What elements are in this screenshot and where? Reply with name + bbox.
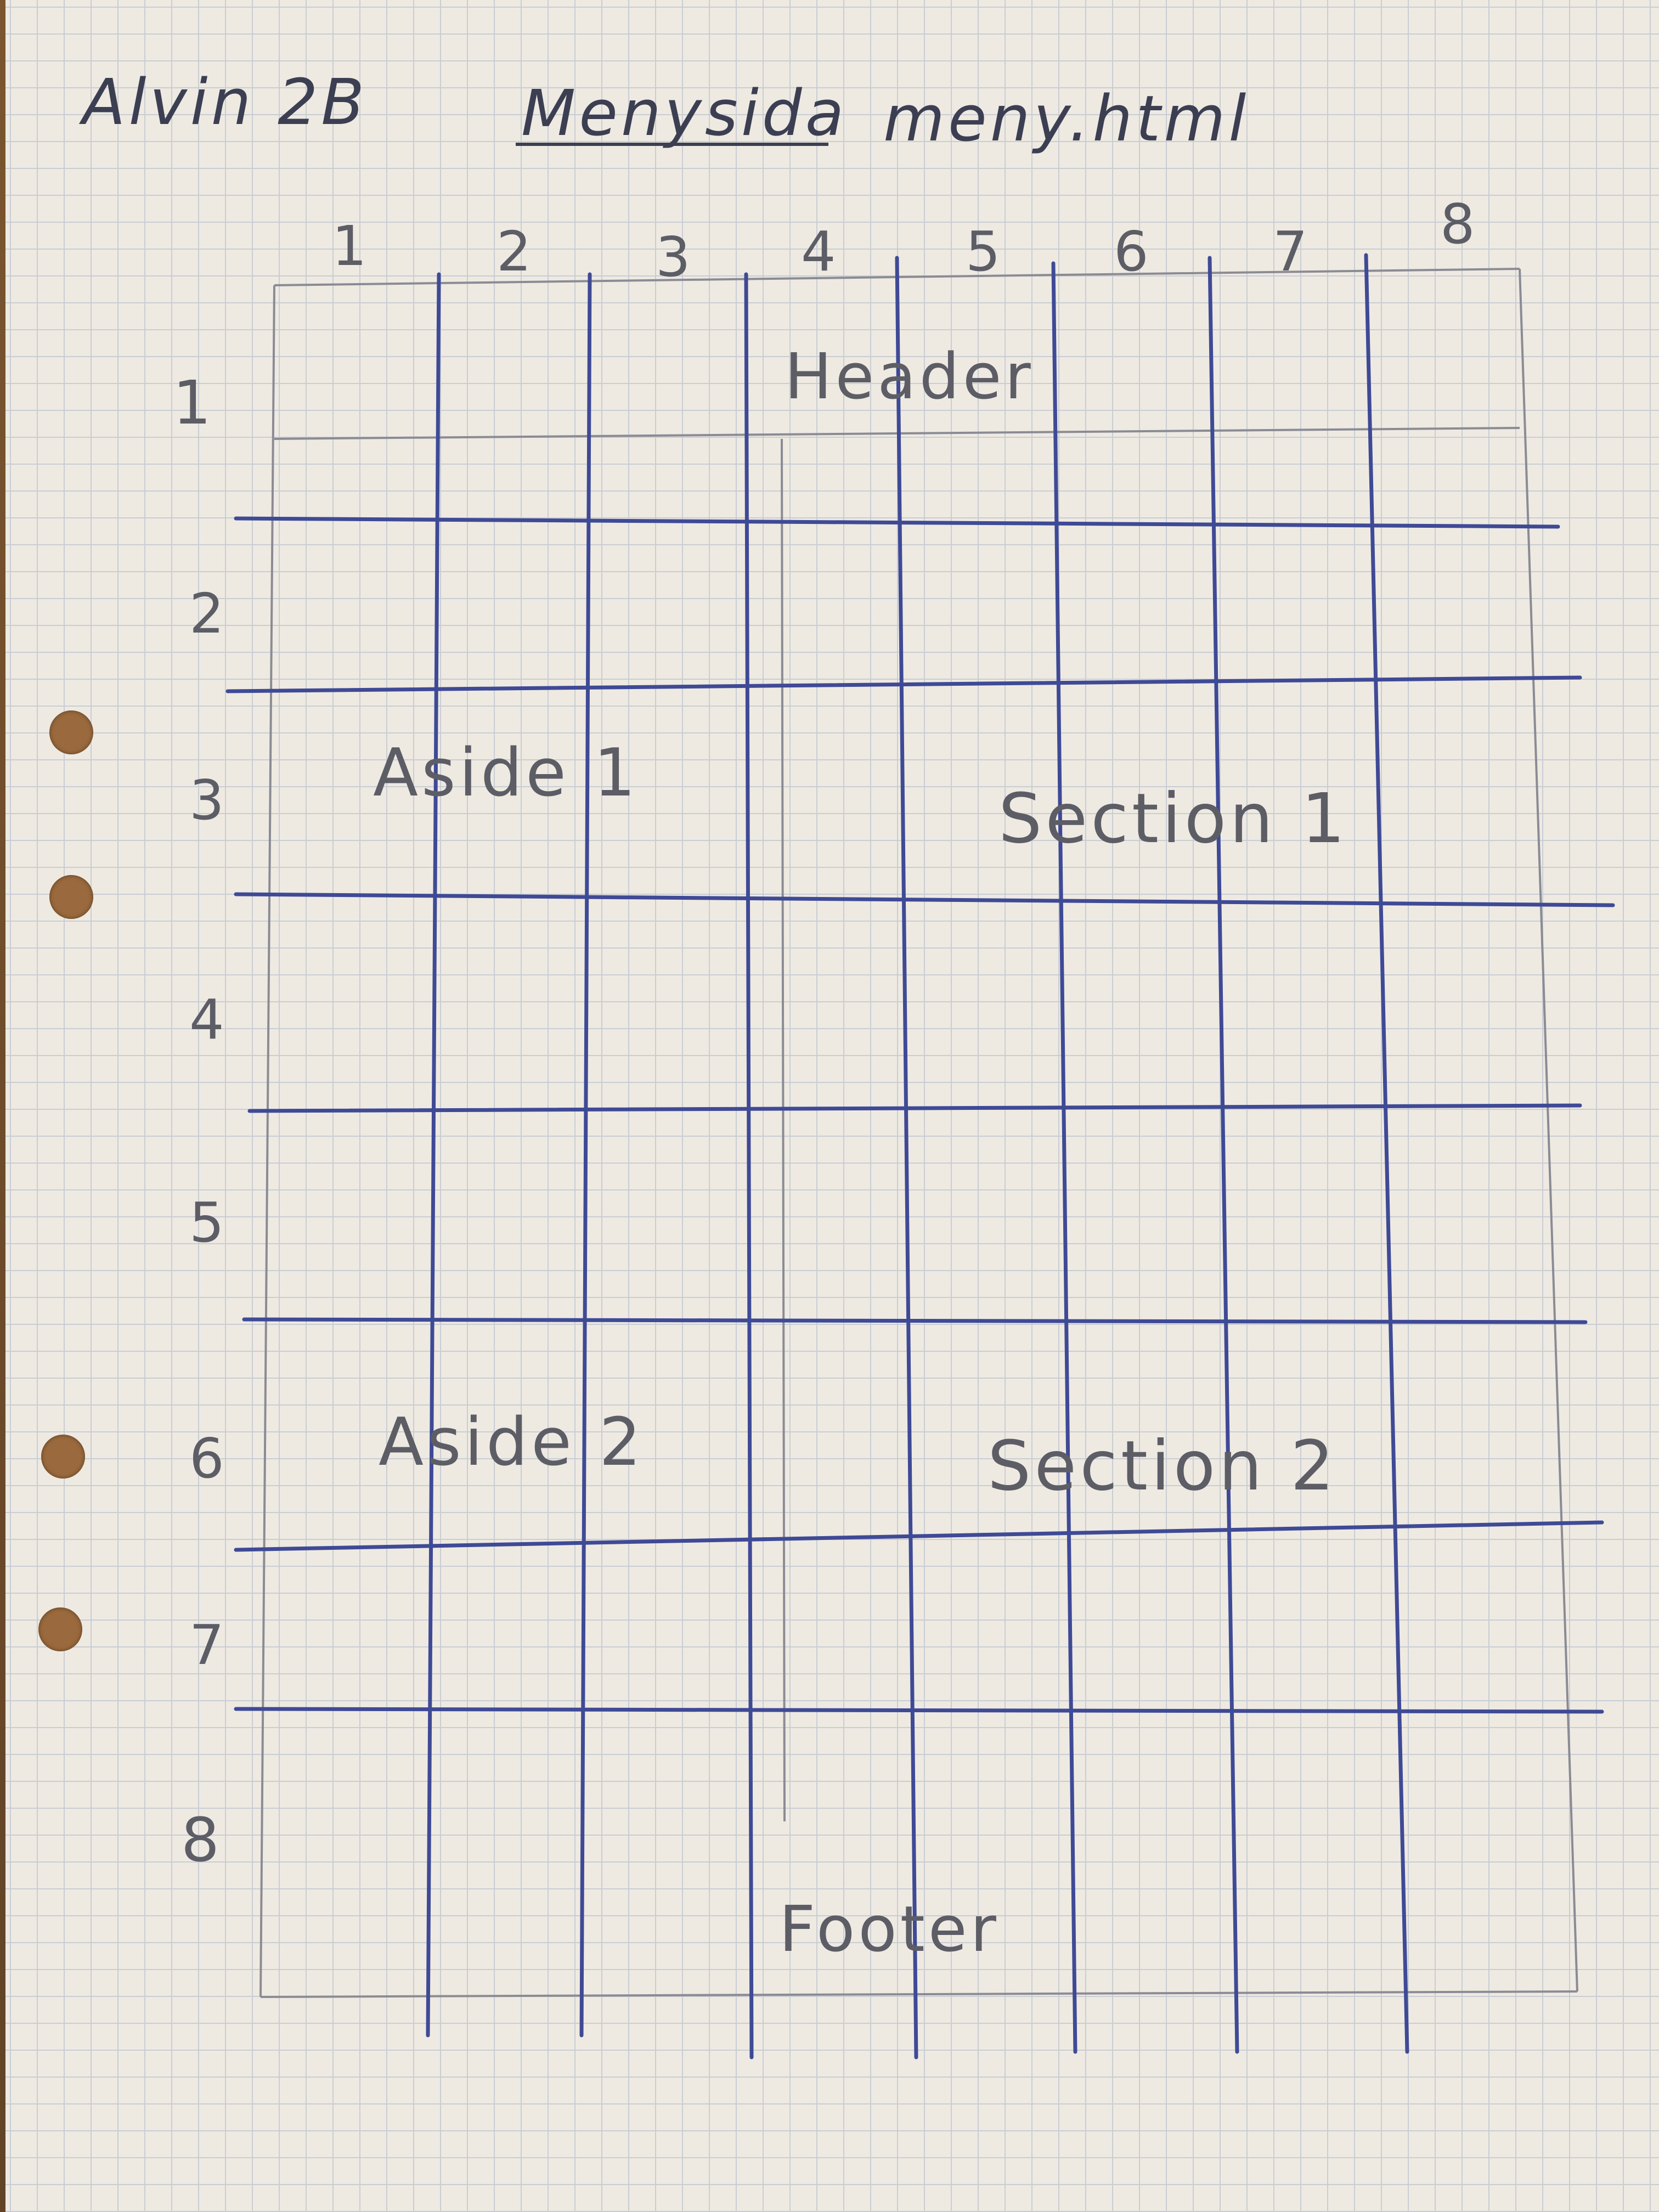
punch-hole bbox=[49, 710, 93, 754]
author-label: Alvin 2B bbox=[82, 66, 368, 139]
row-number: 3 bbox=[189, 768, 228, 832]
column-number: 8 bbox=[1440, 192, 1479, 256]
column-number: 3 bbox=[656, 225, 694, 289]
punch-hole bbox=[49, 875, 93, 919]
column-number: 7 bbox=[1273, 219, 1311, 284]
column-number: 2 bbox=[496, 219, 535, 284]
column-number: 6 bbox=[1114, 219, 1152, 284]
punch-hole bbox=[41, 1435, 85, 1479]
row-number: 1 bbox=[173, 368, 215, 438]
header-area-label: Header bbox=[785, 340, 1034, 414]
aside2-area-label: Aside 2 bbox=[379, 1404, 645, 1481]
row-number: 4 bbox=[189, 988, 228, 1052]
row-number: 7 bbox=[189, 1613, 228, 1677]
row-number: 2 bbox=[189, 582, 228, 646]
footer-area-label: Footer bbox=[779, 1893, 1000, 1966]
title-underline bbox=[516, 143, 828, 146]
column-number: 1 bbox=[332, 214, 370, 278]
filename-label: meny.html bbox=[883, 82, 1250, 156]
page-title: Menysida bbox=[521, 77, 848, 150]
column-number: 5 bbox=[966, 219, 1004, 284]
row-number: 6 bbox=[189, 1426, 228, 1491]
punch-hole bbox=[38, 1607, 82, 1651]
column-number: 4 bbox=[801, 219, 839, 284]
row-number: 8 bbox=[181, 1805, 223, 1875]
row-number: 5 bbox=[189, 1190, 228, 1255]
section1-area-label: Section 1 bbox=[998, 779, 1348, 859]
section2-area-label: Section 2 bbox=[988, 1426, 1338, 1506]
aside1-area-label: Aside 1 bbox=[373, 735, 639, 811]
